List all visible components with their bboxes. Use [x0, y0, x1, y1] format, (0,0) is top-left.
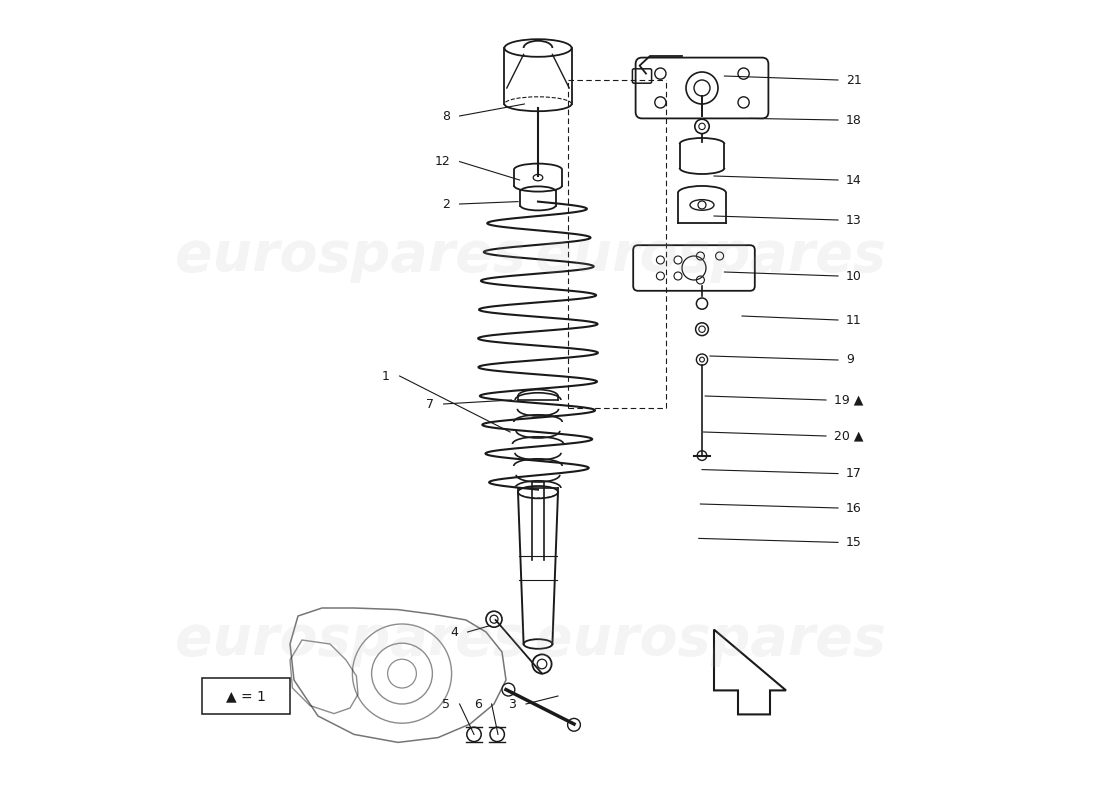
Text: eurospares: eurospares	[175, 613, 526, 667]
Text: ▲ = 1: ▲ = 1	[227, 689, 266, 703]
Text: eurospares: eurospares	[535, 613, 886, 667]
Text: 11: 11	[846, 314, 861, 326]
Text: 2: 2	[442, 198, 450, 210]
Text: 20 ▲: 20 ▲	[834, 430, 864, 442]
Text: 13: 13	[846, 214, 861, 226]
Text: 18: 18	[846, 114, 862, 126]
Text: 6: 6	[474, 698, 482, 710]
Text: 5: 5	[442, 698, 450, 710]
Circle shape	[502, 683, 515, 696]
Text: 14: 14	[846, 174, 861, 186]
Text: 12: 12	[434, 155, 450, 168]
Text: 21: 21	[846, 74, 861, 86]
Text: 16: 16	[846, 502, 861, 514]
Text: eurospares: eurospares	[175, 229, 526, 283]
Text: 15: 15	[846, 536, 862, 549]
Text: 7: 7	[426, 398, 434, 410]
Text: 4: 4	[450, 626, 458, 638]
Text: eurospares: eurospares	[535, 229, 886, 283]
Text: 1: 1	[382, 370, 390, 382]
Text: 8: 8	[442, 110, 450, 122]
Text: 17: 17	[846, 467, 862, 480]
Text: 19 ▲: 19 ▲	[834, 394, 864, 406]
Text: 9: 9	[846, 354, 854, 366]
Text: 10: 10	[846, 270, 862, 282]
Circle shape	[568, 718, 581, 731]
Text: 3: 3	[508, 698, 516, 710]
